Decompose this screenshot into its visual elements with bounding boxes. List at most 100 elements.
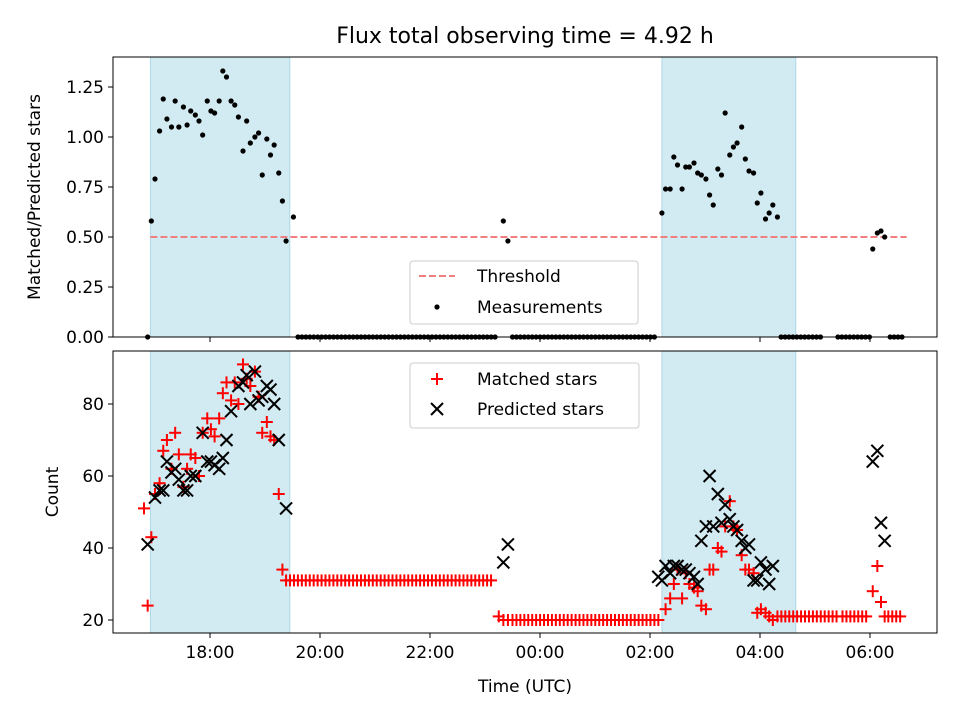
measurement-point bbox=[662, 186, 669, 192]
predicted-star-marker bbox=[279, 501, 293, 516]
matched-legend-label: Matched stars bbox=[477, 370, 597, 390]
matched-star-marker bbox=[225, 394, 238, 407]
predicted-star-marker bbox=[730, 523, 744, 537]
measurement-point bbox=[878, 228, 884, 234]
predicted-star-marker bbox=[866, 454, 880, 469]
matched-star-marker bbox=[676, 592, 689, 605]
predicted-star-marker bbox=[667, 559, 681, 573]
matched-star-marker bbox=[659, 603, 672, 616]
measurement-point bbox=[739, 124, 745, 130]
top-y-axis-label: Matched/Predicted stars bbox=[25, 94, 45, 300]
matched-star-marker bbox=[871, 560, 884, 572]
predicted-star-marker bbox=[267, 397, 281, 411]
bottom-x-tick-label: 04:00 bbox=[736, 643, 785, 663]
predicted-star-marker bbox=[714, 516, 729, 530]
measurement-point bbox=[710, 202, 716, 208]
matched-star-marker bbox=[699, 603, 712, 616]
matched-star-marker bbox=[260, 416, 273, 428]
measurement-point bbox=[172, 98, 178, 104]
predicted-star-marker bbox=[224, 404, 238, 418]
matched-star-marker bbox=[232, 398, 245, 410]
predicted-star-marker bbox=[687, 570, 701, 584]
measurements-legend-swatch bbox=[434, 304, 440, 310]
top-legend: Threshold Measurements bbox=[409, 260, 639, 325]
matched-star-marker bbox=[707, 563, 720, 576]
predicted-star-marker bbox=[702, 469, 717, 483]
matched-star-marker bbox=[138, 502, 150, 515]
measurement-point bbox=[730, 144, 737, 150]
matched-star-marker bbox=[141, 599, 154, 612]
bottom-y-tick-label: 20 bbox=[82, 611, 104, 631]
measurement-point bbox=[152, 176, 158, 182]
measurement-point bbox=[188, 108, 194, 114]
predicted-star-marker bbox=[750, 573, 764, 588]
measurement-point bbox=[870, 246, 876, 252]
matched-star-marker bbox=[237, 358, 249, 371]
predicted-star-marker bbox=[754, 555, 768, 570]
measurements-legend-label: Measurements bbox=[477, 298, 603, 318]
predicted-star-marker bbox=[762, 577, 776, 591]
bottom-y-tick-label: 80 bbox=[82, 395, 104, 415]
matched-star-marker bbox=[875, 596, 887, 608]
predicted-star-marker bbox=[140, 537, 155, 552]
measurement-point bbox=[674, 162, 681, 168]
bottom-panel: 20 40 60 80 18:00 20:00 22:00 00:00 02:00 04:00 06… bbox=[82, 350, 938, 663]
matched-star-marker bbox=[866, 585, 879, 598]
measurement-point bbox=[734, 140, 740, 146]
matched-star-marker bbox=[157, 444, 170, 457]
bottom-legend-box bbox=[409, 362, 640, 429]
measurement-point bbox=[742, 156, 748, 162]
measurement-point bbox=[223, 74, 230, 80]
bottom-x-tick-label: 02:00 bbox=[626, 643, 675, 663]
bottom-axes-frame bbox=[112, 350, 938, 634]
measurement-point bbox=[500, 218, 506, 224]
measurement-point bbox=[679, 186, 685, 192]
threshold-legend-label: Threshold bbox=[476, 267, 561, 287]
measurement-point bbox=[722, 110, 728, 116]
bottom-x-tick-label: 20:00 bbox=[296, 643, 345, 663]
predicted-star-marker bbox=[200, 454, 214, 469]
predicted-star-marker bbox=[152, 483, 167, 498]
top-shaded-interval bbox=[149, 56, 291, 338]
x-axis-label: Time (UTC) bbox=[477, 677, 572, 697]
matched-star-marker bbox=[213, 412, 226, 425]
predicted-star-marker bbox=[496, 555, 511, 570]
matched-star-marker bbox=[276, 563, 289, 576]
predicted-star-marker bbox=[243, 397, 258, 411]
measurement-point bbox=[180, 104, 187, 110]
measurement-point bbox=[686, 164, 693, 170]
measurement-point bbox=[766, 210, 772, 216]
top-y-tick-label: 1.00 bbox=[66, 128, 104, 148]
measurement-point bbox=[244, 118, 250, 124]
bottom-y-tick-label: 60 bbox=[82, 467, 104, 487]
bottom-legend: Matched stars Predicted stars bbox=[409, 362, 640, 429]
predicted-star-marker bbox=[212, 462, 226, 476]
predicted-star-marker bbox=[742, 537, 756, 552]
measurement-point bbox=[279, 198, 286, 204]
measurement-point bbox=[216, 98, 222, 104]
bottom-y-tick-label: 40 bbox=[82, 539, 104, 559]
measurement-point bbox=[727, 152, 733, 158]
measurement-point bbox=[220, 68, 226, 74]
measurement-point bbox=[754, 200, 760, 206]
measurement-point bbox=[196, 118, 202, 124]
matched-star-marker bbox=[667, 578, 680, 590]
top-y-tick-label: 0.50 bbox=[66, 228, 104, 248]
measurement-point bbox=[746, 168, 752, 174]
measurement-point bbox=[176, 124, 182, 130]
predicted-star-marker bbox=[874, 516, 888, 530]
predicted-legend-swatch bbox=[430, 402, 444, 416]
measurement-point bbox=[667, 186, 673, 192]
predicted-star-marker bbox=[156, 483, 170, 498]
bottom-x-tick-label: 22:00 bbox=[406, 643, 455, 663]
measurement-point bbox=[204, 98, 210, 104]
predicted-star-marker bbox=[176, 483, 191, 498]
predicted-legend-label: Predicted stars bbox=[477, 400, 604, 420]
predicted-star-marker bbox=[734, 534, 749, 548]
measurement-point bbox=[698, 172, 704, 178]
measurement-point bbox=[882, 234, 888, 240]
predicted-star-marker bbox=[690, 577, 705, 591]
measurement-point bbox=[259, 172, 265, 178]
predicted-star-marker bbox=[248, 364, 262, 379]
